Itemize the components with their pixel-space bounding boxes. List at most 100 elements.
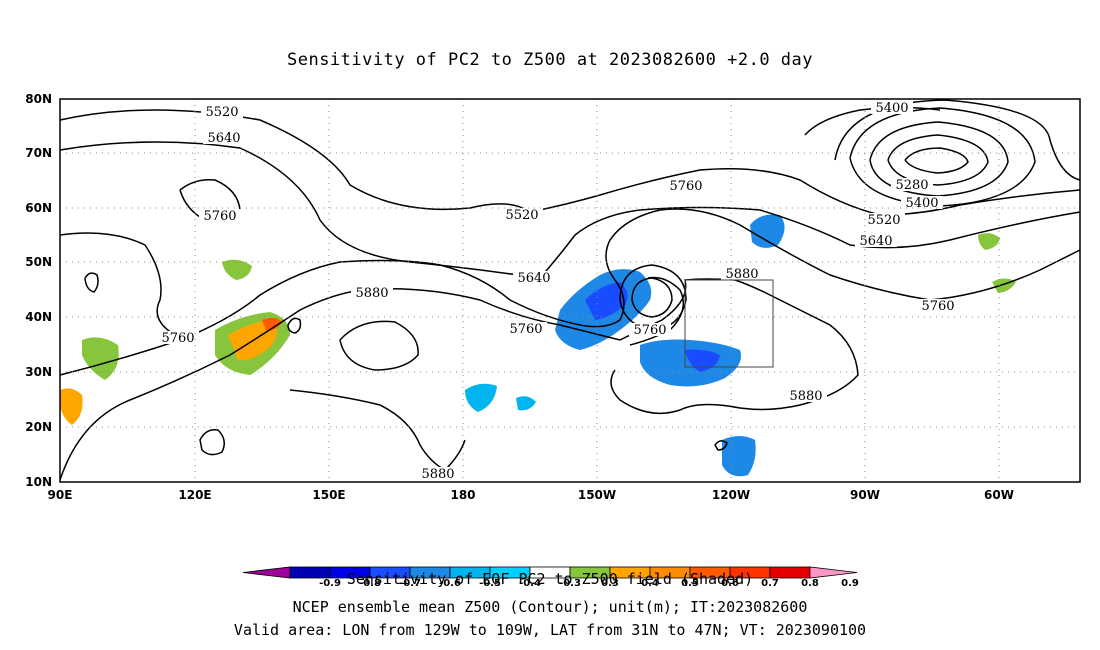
contour-label: 5520	[867, 213, 900, 228]
contour-label: 5760	[203, 209, 236, 224]
x-tick-label: 150E	[312, 488, 345, 502]
y-tick-label: 70N	[25, 146, 52, 160]
shade-cyan-central-pacific-2	[516, 396, 536, 411]
map-title: Sensitivity of PC2 to Z500 at 2023082600…	[286, 50, 813, 70]
contour-label-bg	[871, 101, 913, 114]
contour-label-bg	[351, 286, 393, 299]
contour-polar-vortex-5	[834, 99, 1081, 181]
contour-label: 5880	[421, 467, 454, 482]
axis-ticks: 90E 120E 150E 180 150W 120W 90W 60W 10N 20N 30N 40N…	[25, 92, 1014, 502]
lat-lon-grid	[60, 99, 1080, 482]
contour-label-bg	[917, 299, 959, 312]
contour-label-bg	[157, 331, 199, 344]
contour-label: 5640	[517, 271, 550, 286]
contour-5880-loop	[339, 320, 419, 371]
colorbar-label: -0.6	[439, 578, 461, 589]
y-tick-label: 30N	[25, 365, 52, 379]
contour-5880-south	[289, 389, 466, 471]
x-tick-label: 120E	[178, 488, 211, 502]
colorbar-label: 0.7	[761, 578, 779, 589]
shade-dark-west-coast	[685, 349, 720, 372]
x-tick-label: 90E	[48, 488, 73, 502]
y-tick-label: 10N	[25, 475, 52, 489]
contour-label: 5520	[505, 208, 538, 223]
contour-label: 5760	[633, 323, 666, 338]
colorbar-label: -0.3	[559, 578, 581, 589]
valid-area-box	[684, 279, 774, 368]
y-tick-label: 20N	[25, 420, 52, 434]
colorbar-label: 0.5	[681, 578, 699, 589]
contour-label-bg	[505, 322, 547, 335]
shade-dark-north-pacific	[585, 282, 628, 320]
contour-label-bg	[417, 467, 459, 480]
contour-label: 5880	[355, 286, 388, 301]
colorbar-label: 0.9	[841, 578, 859, 589]
x-tick-label: 180	[450, 488, 475, 502]
contour-label: 5280	[895, 178, 928, 193]
contour-label: 5880	[789, 389, 822, 404]
shade-blue-canada	[750, 214, 785, 248]
shade-blue-mexico	[722, 436, 756, 477]
contour-label: 5760	[921, 299, 954, 314]
contour-5400-north	[804, 106, 941, 136]
contour-label: 5880	[725, 267, 758, 282]
z500-contours	[59, 99, 1081, 481]
y-tick-label: 80N	[25, 92, 52, 106]
y-tick-label: 60N	[25, 201, 52, 215]
x-tick-label: 120W	[712, 488, 750, 502]
contour-label-bg	[863, 213, 905, 226]
y-tick-label: 40N	[25, 310, 52, 324]
contour-label: 5400	[875, 101, 908, 116]
contour-small-ph	[199, 428, 225, 456]
contour-label: 5400	[905, 196, 938, 211]
contour-5880-main	[59, 288, 621, 481]
contour-low-center	[631, 277, 673, 318]
contour-label: 5640	[859, 234, 892, 249]
contour-5760-main	[59, 208, 1081, 376]
x-tick-label: 60W	[984, 488, 1014, 502]
contour-label-bg	[201, 105, 243, 118]
colorbar-label: 0.3	[601, 578, 619, 589]
caption-contour: NCEP ensemble mean Z500 (Contour); unit(…	[292, 598, 808, 616]
colorbar-label: -0.9	[319, 578, 341, 589]
contour-label-bg	[501, 208, 543, 221]
contour-label: 5760	[161, 331, 194, 346]
sensitivity-shading	[60, 214, 1016, 477]
colorbar-label: 0.4	[641, 578, 659, 589]
contour-label-bg	[785, 389, 827, 402]
contour-label: 5760	[509, 322, 542, 337]
contour-label-bg	[199, 209, 241, 222]
contour-small-asia	[84, 272, 99, 293]
colorbar-label: -0.5	[479, 578, 501, 589]
contour-label: 5520	[205, 105, 238, 120]
contour-polar-vortex-1	[904, 147, 969, 174]
contour-label-bg	[891, 178, 933, 191]
shade-green-canada	[978, 233, 1000, 250]
caption-valid-area: Valid area: LON from 129W to 109W, LAT f…	[233, 621, 867, 639]
contour-label-bg	[203, 131, 245, 144]
contour-label-bg	[721, 267, 763, 280]
x-tick-label: 150W	[578, 488, 616, 502]
shade-orange-south-china	[60, 388, 83, 425]
contour-5760-west	[59, 232, 176, 336]
contour-label-bg	[513, 271, 555, 284]
colorbar-high-arrow	[809, 566, 858, 579]
shade-cyan-central-pacific	[465, 383, 497, 412]
colorbar-label: 0.6	[721, 578, 739, 589]
map-frame	[59, 98, 1081, 483]
colorbar-label: -0.4	[519, 578, 541, 589]
contour-polar-vortex-3	[869, 121, 1009, 197]
contour-small-mexico	[714, 440, 728, 451]
y-tick-label: 50N	[25, 255, 52, 269]
shade-red-japan	[262, 317, 282, 331]
shade-green-siberia	[222, 259, 252, 280]
contour-5520	[59, 109, 1081, 216]
contour-labels: 5520 5640 5760 5760 5520 5640 5760 5880 5760 5880…	[157, 101, 959, 482]
colorbar-label: -0.7	[399, 578, 421, 589]
contour-label-bg	[629, 323, 671, 336]
contour-label-bg	[665, 179, 707, 192]
contour-label: 5760	[669, 179, 702, 194]
contour-label-bg	[901, 196, 943, 209]
colorbar: -0.9 -0.8 -0.7 -0.6 -0.5 -0.4 -0.3 0.3 0.4 0.5 0.6…	[242, 566, 859, 589]
